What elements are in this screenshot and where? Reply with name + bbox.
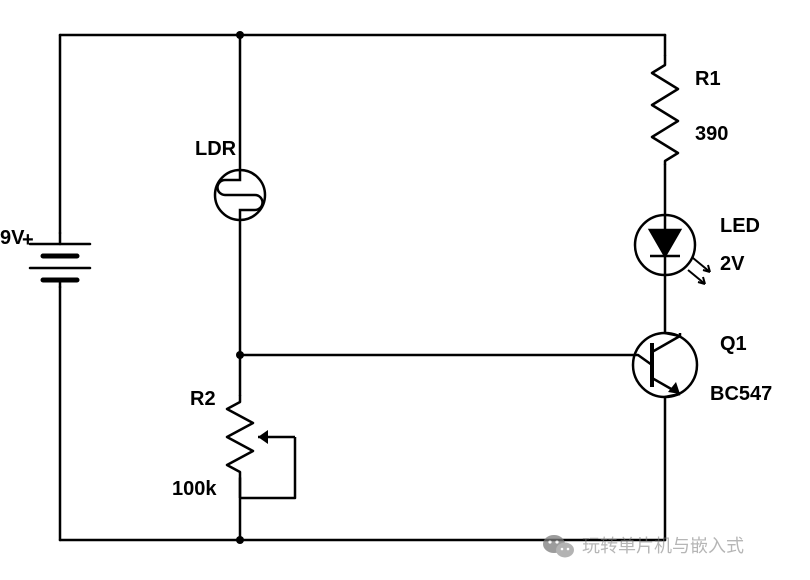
r2-name-label: R2 — [190, 388, 216, 410]
resistor-r1 — [652, 55, 678, 165]
r1-value-label: 390 — [695, 123, 728, 145]
led-voltage-label: 2V — [720, 253, 745, 275]
wires — [60, 35, 665, 540]
battery-plus-label: + — [22, 229, 34, 251]
watermark-text: 玩转单片机与嵌入式 — [582, 536, 744, 556]
r2-value-label: 100k — [172, 478, 217, 500]
battery-9v — [30, 233, 90, 287]
led-diode — [635, 215, 710, 284]
led-name-label: LED — [720, 215, 760, 237]
watermark: 玩转单片机与嵌入式 — [543, 535, 744, 558]
circuit-schematic: 9V + LDR R1 390 LED 2V — [0, 0, 810, 580]
transistor-q1-bc547 — [633, 333, 697, 397]
r1-name-label: R1 — [695, 68, 721, 90]
ldr-label: LDR — [195, 138, 237, 160]
potentiometer-r2 — [227, 395, 295, 498]
q1-part-label: BC547 — [710, 383, 772, 405]
q1-name-label: Q1 — [720, 333, 747, 355]
ldr-photoresistor — [215, 170, 265, 220]
